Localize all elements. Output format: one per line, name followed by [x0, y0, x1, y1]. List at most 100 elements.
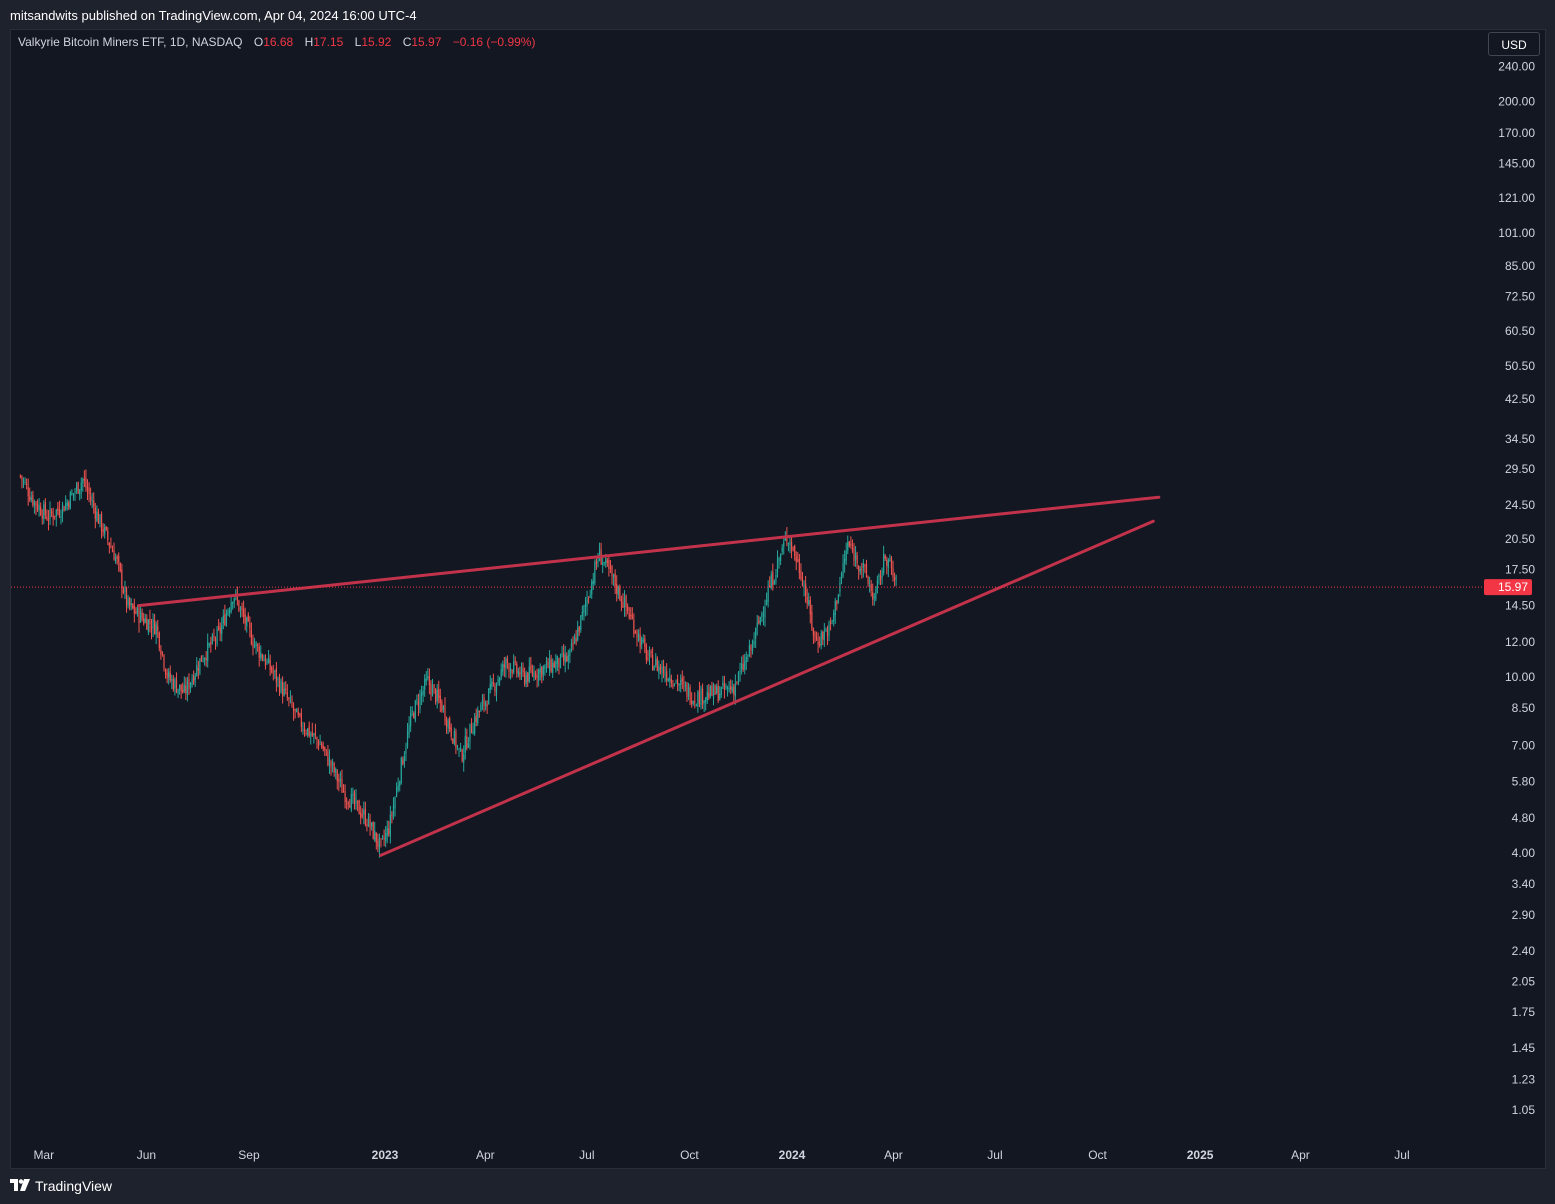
- candle: [594, 559, 596, 586]
- candle: [367, 813, 370, 828]
- candle: [292, 702, 295, 721]
- candle: [893, 572, 896, 587]
- candle: [730, 679, 732, 695]
- chart-pane[interactable]: [10, 29, 1546, 1169]
- candle: [622, 593, 624, 609]
- candle: [591, 578, 593, 599]
- candle: [232, 601, 234, 610]
- price-tick-label: 72.50: [1505, 289, 1535, 303]
- candle: [282, 676, 284, 704]
- candle: [687, 682, 690, 701]
- candle: [44, 498, 46, 520]
- candle: [542, 664, 544, 681]
- price-tick-label: 4.80: [1512, 811, 1536, 825]
- candle: [589, 589, 591, 599]
- candle: [249, 616, 251, 638]
- candle: [335, 767, 337, 780]
- candle: [452, 738, 454, 744]
- candle: [342, 784, 345, 793]
- candle: [433, 683, 435, 694]
- candle: [253, 637, 256, 649]
- price-tick-label: 12.00: [1505, 635, 1535, 649]
- candle: [274, 669, 276, 680]
- candle: [511, 669, 513, 678]
- candle: [745, 651, 747, 671]
- candle: [680, 674, 682, 693]
- candle: [848, 541, 850, 548]
- candle: [522, 662, 524, 677]
- currency-button[interactable]: USD: [1488, 32, 1540, 56]
- candle: [75, 481, 78, 494]
- candle: [389, 805, 391, 844]
- price-tick-label: 14.50: [1505, 599, 1535, 613]
- candle: [514, 656, 516, 666]
- candle: [161, 651, 164, 657]
- candle: [559, 653, 562, 669]
- candle: [747, 654, 749, 662]
- time-axis: Mar Jun Sep 2023 Apr Jul Oct 2024 Apr Jul Oct 2025 A…: [33, 1148, 1409, 1162]
- candle: [424, 674, 426, 697]
- candle: [386, 820, 388, 844]
- candle: [405, 742, 407, 762]
- candle: [29, 487, 31, 502]
- candle: [392, 797, 395, 820]
- candle: [770, 570, 772, 590]
- candle: [611, 564, 613, 585]
- candle: [264, 654, 267, 670]
- candle: [672, 680, 674, 689]
- candle: [417, 693, 420, 717]
- candle: [627, 603, 629, 615]
- candle: [116, 554, 118, 565]
- candle: [820, 629, 822, 650]
- candle: [428, 668, 430, 695]
- candle: [94, 502, 96, 529]
- time-tick-label: 2025: [1187, 1148, 1214, 1162]
- price-tick-label: 10.00: [1505, 670, 1535, 684]
- candle: [330, 759, 332, 776]
- candle: [854, 546, 857, 567]
- candle: [338, 773, 340, 792]
- candle: [104, 523, 106, 539]
- price-tick-label: 2.90: [1512, 908, 1536, 922]
- candle: [548, 650, 551, 677]
- candle: [734, 674, 736, 705]
- candle: [817, 632, 819, 653]
- candle: [822, 630, 824, 646]
- candle: [30, 491, 32, 503]
- candle: [503, 656, 505, 677]
- candle: [825, 627, 827, 632]
- close-label: C: [402, 35, 412, 49]
- candle: [644, 634, 646, 654]
- price-tick-label: 8.50: [1512, 701, 1536, 715]
- candle: [26, 478, 28, 490]
- candle: [41, 509, 43, 525]
- candle: [100, 511, 103, 539]
- candle: [72, 492, 75, 501]
- candle: [233, 597, 235, 609]
- candle: [394, 796, 396, 817]
- candle: [453, 727, 455, 746]
- candle: [636, 629, 638, 647]
- time-tick-label: Sep: [238, 1148, 260, 1162]
- trendline-upper[interactable]: [137, 495, 1161, 608]
- candle: [662, 659, 665, 679]
- candle: [388, 820, 390, 837]
- candle: [520, 662, 523, 681]
- candle: [303, 722, 306, 737]
- symbol-legend: Valkyrie Bitcoin Miners ETF, 1D, NASDAQ …: [18, 35, 535, 49]
- candle: [61, 501, 64, 523]
- candle: [879, 569, 882, 586]
- candle: [250, 622, 253, 646]
- candle: [356, 800, 359, 812]
- candle: [277, 676, 279, 688]
- candle: [255, 640, 257, 655]
- candle: [182, 682, 184, 694]
- time-tick-label: Apr: [1291, 1148, 1310, 1162]
- trendline-lower[interactable]: [379, 519, 1155, 857]
- candle: [191, 674, 193, 688]
- candle: [119, 562, 121, 573]
- candle: [583, 604, 585, 621]
- candle: [477, 706, 479, 726]
- candle: [60, 509, 62, 525]
